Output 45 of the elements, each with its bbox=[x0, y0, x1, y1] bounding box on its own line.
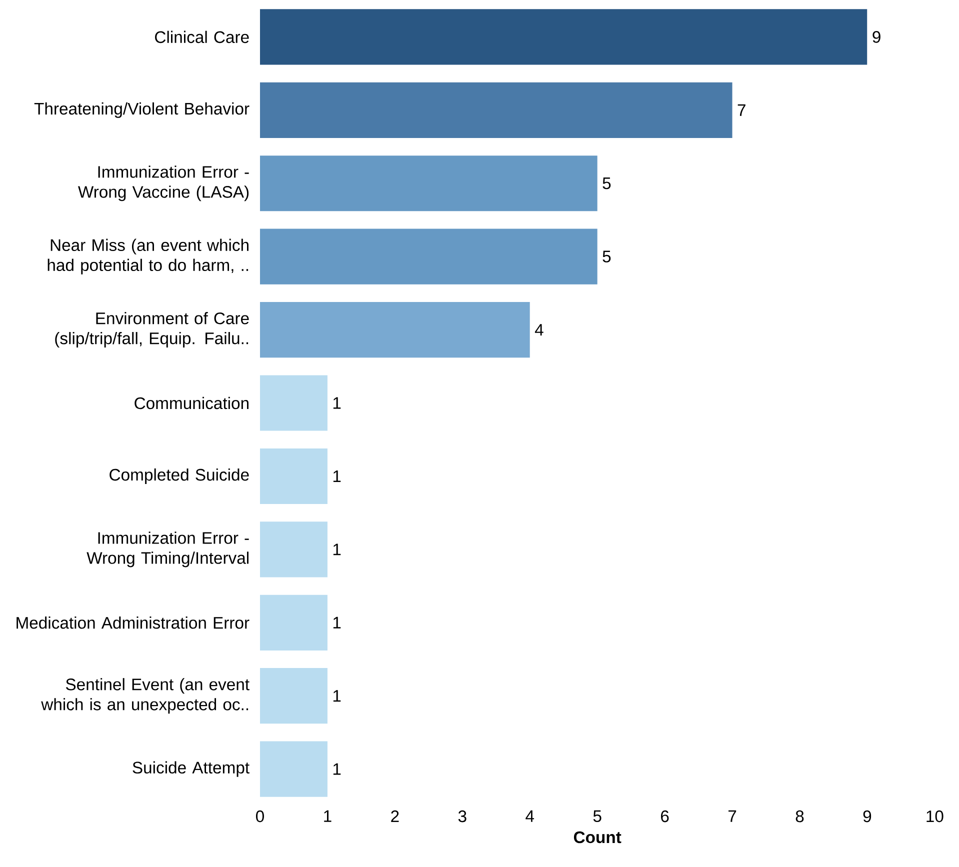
data-label: 5 bbox=[602, 178, 611, 190]
y-tick-label: Suicide Attempt bbox=[132, 761, 250, 777]
x-tick-label: 9 bbox=[863, 810, 872, 822]
bar bbox=[260, 668, 328, 724]
bar bbox=[260, 156, 598, 212]
y-tick-label: Medication Administration Error bbox=[16, 616, 250, 629]
bar bbox=[260, 741, 328, 797]
bar bbox=[260, 302, 530, 358]
bar bbox=[260, 375, 328, 431]
x-tick-label: 3 bbox=[458, 810, 466, 822]
data-label: 9 bbox=[872, 31, 880, 43]
bar bbox=[260, 522, 328, 578]
y-tick-label: Immunization Error - Wrong Vaccine (LASA) bbox=[78, 166, 249, 202]
y-tick-label: Immunization Error - Wrong Timing/Interval bbox=[86, 532, 249, 568]
y-tick-label: Near Miss (an event which had potential to do harm, .. bbox=[48, 238, 248, 274]
data-label: 7 bbox=[738, 104, 746, 116]
x-tick-label: 5 bbox=[593, 810, 602, 822]
bar bbox=[260, 82, 732, 138]
data-label: 1 bbox=[333, 397, 341, 409]
y-tick-label: Completed Suicide bbox=[110, 468, 249, 484]
y-tick-label: Communication bbox=[134, 396, 248, 410]
x-tick-label: 7 bbox=[728, 810, 736, 822]
data-label: 1 bbox=[333, 690, 341, 702]
data-label: 1 bbox=[333, 616, 341, 628]
x-tick-label: 2 bbox=[391, 810, 399, 822]
data-label: 4 bbox=[534, 324, 544, 336]
bar bbox=[260, 228, 598, 284]
bar bbox=[260, 448, 328, 504]
data-label: 1 bbox=[333, 763, 341, 775]
x-axis-title: Count bbox=[574, 831, 622, 844]
bar bbox=[260, 9, 868, 65]
y-tick-label: Clinical Care bbox=[155, 30, 249, 44]
data-label: 1 bbox=[333, 544, 341, 556]
y-tick-label: Sentinel Event (an event which is an unexpected oc.. bbox=[41, 678, 250, 714]
x-tick-label: 1 bbox=[324, 810, 332, 822]
data-label: 1 bbox=[333, 470, 341, 482]
x-tick-label: 6 bbox=[661, 810, 669, 822]
bar bbox=[260, 594, 328, 650]
data-label: 5 bbox=[602, 250, 611, 262]
x-tick-label: 8 bbox=[796, 810, 804, 822]
y-tick-label: Environment of Care (slip/trip/fall, Equip. Failu.. bbox=[55, 312, 249, 348]
x-tick-label: 0 bbox=[256, 810, 264, 822]
x-tick-label: 10 bbox=[926, 810, 944, 822]
x-tick-label: 4 bbox=[526, 810, 534, 822]
y-tick-label: Threatening/Violent Behavior bbox=[34, 102, 250, 118]
